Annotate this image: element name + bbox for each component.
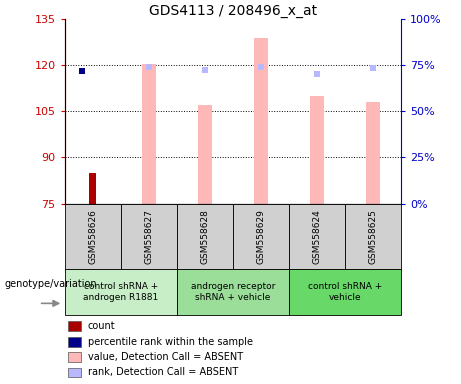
Text: GSM558627: GSM558627	[144, 209, 153, 263]
Text: GSM558624: GSM558624	[313, 209, 321, 263]
Bar	[142, 64, 156, 204]
Text: GSM558628: GSM558628	[200, 209, 209, 263]
FancyBboxPatch shape	[289, 204, 345, 269]
Bar	[68, 337, 81, 347]
FancyBboxPatch shape	[345, 204, 401, 269]
Text: androgen receptor
shRNA + vehicle: androgen receptor shRNA + vehicle	[190, 282, 275, 301]
FancyBboxPatch shape	[121, 204, 177, 269]
Text: rank, Detection Call = ABSENT: rank, Detection Call = ABSENT	[88, 367, 238, 377]
Title: GDS4113 / 208496_x_at: GDS4113 / 208496_x_at	[149, 4, 317, 18]
Text: GSM558629: GSM558629	[256, 209, 266, 263]
Bar	[68, 367, 81, 377]
FancyBboxPatch shape	[233, 204, 289, 269]
Text: count: count	[88, 321, 115, 331]
Bar	[89, 173, 96, 204]
Text: percentile rank within the sample: percentile rank within the sample	[88, 337, 253, 347]
Bar	[254, 38, 268, 204]
Bar	[198, 105, 212, 204]
Bar	[310, 96, 324, 204]
Bar	[68, 321, 81, 331]
FancyBboxPatch shape	[65, 204, 121, 269]
Text: GSM558625: GSM558625	[368, 209, 378, 263]
FancyBboxPatch shape	[177, 204, 233, 269]
Text: control shRNA +
vehicle: control shRNA + vehicle	[308, 282, 382, 301]
Text: control shRNA +
androgen R1881: control shRNA + androgen R1881	[83, 282, 158, 301]
FancyBboxPatch shape	[289, 269, 401, 315]
Bar	[68, 352, 81, 362]
Bar	[366, 102, 380, 204]
Text: value, Detection Call = ABSENT: value, Detection Call = ABSENT	[88, 352, 243, 362]
FancyBboxPatch shape	[65, 269, 177, 315]
Text: genotype/variation: genotype/variation	[5, 279, 97, 289]
FancyBboxPatch shape	[177, 269, 289, 315]
Text: GSM558626: GSM558626	[88, 209, 97, 263]
